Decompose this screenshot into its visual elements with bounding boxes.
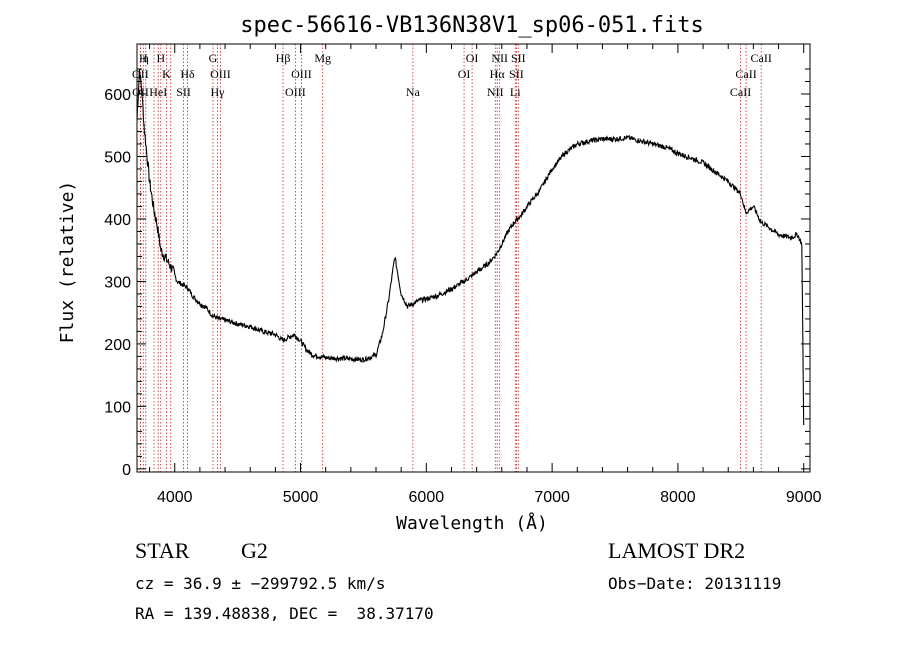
survey-name: LAMOST DR2 bbox=[608, 538, 746, 563]
line-label: CaII bbox=[735, 67, 756, 81]
line-label: Hγ bbox=[211, 85, 226, 99]
x-axis-label: Wavelength (Å) bbox=[396, 512, 548, 534]
line-label: CaII bbox=[751, 51, 772, 65]
line-label: CaII bbox=[730, 85, 751, 99]
y-tick-label: 0 bbox=[122, 462, 131, 479]
line-label: HeI bbox=[149, 85, 167, 99]
line-label: Hβ bbox=[276, 51, 291, 65]
line-label: OII bbox=[132, 85, 149, 99]
x-tick-label: 8000 bbox=[660, 489, 696, 506]
line-label: NII bbox=[487, 85, 504, 99]
line-label: SII bbox=[509, 67, 524, 81]
line-label: OI bbox=[458, 67, 471, 81]
plot-frame bbox=[136, 43, 811, 473]
series-line bbox=[136, 68, 805, 426]
line-label: H bbox=[139, 51, 148, 65]
y-tick-label: 300 bbox=[104, 274, 131, 291]
line-label: OIII bbox=[285, 85, 306, 99]
line-label: SII bbox=[176, 85, 191, 99]
spectral-line-markers bbox=[139, 44, 762, 472]
chart-title: spec-56616-VB136N38V1_sp06-051.fits bbox=[240, 13, 704, 38]
x-axis-ticks: 4000 5000 6000 7000 8000 9000 bbox=[149, 44, 822, 506]
line-label: OII bbox=[132, 67, 149, 81]
y-tick-label: 600 bbox=[104, 87, 131, 104]
y-axis-label: Flux (relative) bbox=[57, 181, 78, 344]
line-label: Na bbox=[406, 85, 421, 99]
line-label: G bbox=[209, 51, 218, 65]
line-label: Hδ bbox=[180, 67, 195, 81]
x-tick-label: 6000 bbox=[409, 489, 445, 506]
line-label: OIII bbox=[210, 67, 231, 81]
redshift-readout: cz = 36.9 ± −299792.5 km/s bbox=[135, 574, 386, 593]
line-label: OIII bbox=[291, 67, 312, 81]
line-label: K bbox=[162, 67, 171, 81]
x-tick-label: 4000 bbox=[157, 489, 193, 506]
line-label: SII bbox=[511, 51, 526, 65]
line-label: Mg bbox=[314, 51, 331, 65]
line-label: H bbox=[156, 51, 165, 65]
line-label: NII bbox=[491, 51, 508, 65]
object-class: STAR bbox=[135, 538, 190, 563]
line-label: Hα bbox=[490, 67, 506, 81]
line-label: OI bbox=[466, 51, 479, 65]
object-subclass: G2 bbox=[241, 538, 268, 563]
obs-date: Obs−Date: 20131119 bbox=[608, 574, 782, 593]
y-axis-ticks: 0 100 200 300 400 500 600 bbox=[104, 68, 810, 479]
y-tick-label: 400 bbox=[104, 212, 131, 229]
y-tick-label: 100 bbox=[104, 399, 131, 416]
x-tick-label: 9000 bbox=[786, 489, 822, 506]
line-label: Li bbox=[510, 85, 521, 99]
line-label: η bbox=[143, 51, 149, 65]
y-tick-label: 200 bbox=[104, 337, 131, 354]
spectral-line-labels: OIIOIIHηHeIHKSIIHδGHγOIIIHβOIIIOIIIMgNaO… bbox=[132, 51, 772, 99]
x-tick-label: 5000 bbox=[283, 489, 319, 506]
x-tick-label: 7000 bbox=[534, 489, 570, 506]
coordinates: RA = 139.48838, DEC = 38.37170 bbox=[135, 604, 434, 623]
y-tick-label: 500 bbox=[104, 149, 131, 166]
